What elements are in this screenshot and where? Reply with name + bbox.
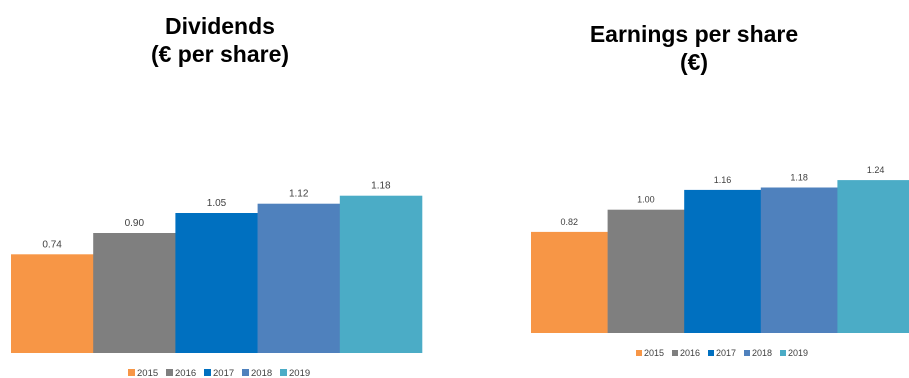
eps-value-label-2016: 1.00	[637, 195, 655, 205]
dividends-title-line1: Dividends	[165, 13, 275, 39]
dividends-legend-label-2015: 2015	[137, 368, 158, 378]
eps-bar-2018	[760, 187, 838, 333]
eps-legend-swatch-2018	[744, 350, 750, 356]
eps-value-label-2018: 1.18	[790, 173, 808, 183]
dividends-legend-swatch-2018	[242, 369, 249, 376]
eps-value-label-2017: 1.16	[714, 175, 732, 185]
eps-legend-swatch-2015	[636, 350, 642, 356]
eps-legend-label-2015: 2015	[644, 348, 664, 358]
eps-legend-swatch-2017	[708, 350, 714, 356]
dividends-value-label-2015: 0.74	[42, 239, 62, 250]
eps-legend-swatch-2016	[672, 350, 678, 356]
dividends-value-label-2019: 1.18	[371, 181, 391, 192]
dividends-value-label-2016: 0.90	[125, 218, 145, 229]
eps-value-label-2019: 1.24	[867, 165, 885, 175]
dividends-bar-2019	[339, 195, 423, 353]
dividends-bar-2017	[175, 213, 258, 353]
dividends-bar-2016	[93, 233, 176, 353]
dividends-legend-label-2017: 2017	[213, 368, 234, 378]
eps-legend-label-2018: 2018	[752, 348, 772, 358]
eps-bar-2019	[837, 180, 909, 333]
dividends-chart-title: Dividends (€ per share)	[120, 12, 320, 68]
dividends-legend-label-2016: 2016	[175, 368, 196, 378]
dividends-legend-swatch-2019	[280, 369, 287, 376]
dividends-title-line2: (€ per share)	[150, 41, 290, 67]
eps-legend-label-2016: 2016	[680, 348, 700, 358]
eps-legend-label-2017: 2017	[716, 348, 736, 358]
eps-bar-2017	[684, 189, 762, 333]
dividends-bar-2015	[11, 254, 94, 353]
dividends-legend-label-2018: 2018	[251, 368, 272, 378]
eps-legend-swatch-2019	[780, 350, 786, 356]
eps-title-line2: (€)	[679, 49, 709, 75]
dividends-value-label-2018: 1.12	[289, 189, 309, 200]
eps-bar-2016	[607, 209, 685, 333]
eps-value-label-2015: 0.82	[561, 217, 579, 227]
eps-chart-title: Earnings per share (€)	[574, 20, 814, 76]
eps-title-line1: Earnings per share	[589, 21, 799, 47]
eps-bar-2015	[531, 231, 608, 333]
dividends-legend-swatch-2017	[204, 369, 211, 376]
dividends-legend-swatch-2015	[128, 369, 135, 376]
eps-legend-label-2019: 2019	[788, 348, 808, 358]
dividends-legend-label-2019: 2019	[289, 368, 310, 378]
dividends-bar-2018	[257, 203, 341, 353]
dividends-value-label-2017: 1.05	[207, 198, 227, 209]
dividends-legend-swatch-2016	[166, 369, 173, 376]
